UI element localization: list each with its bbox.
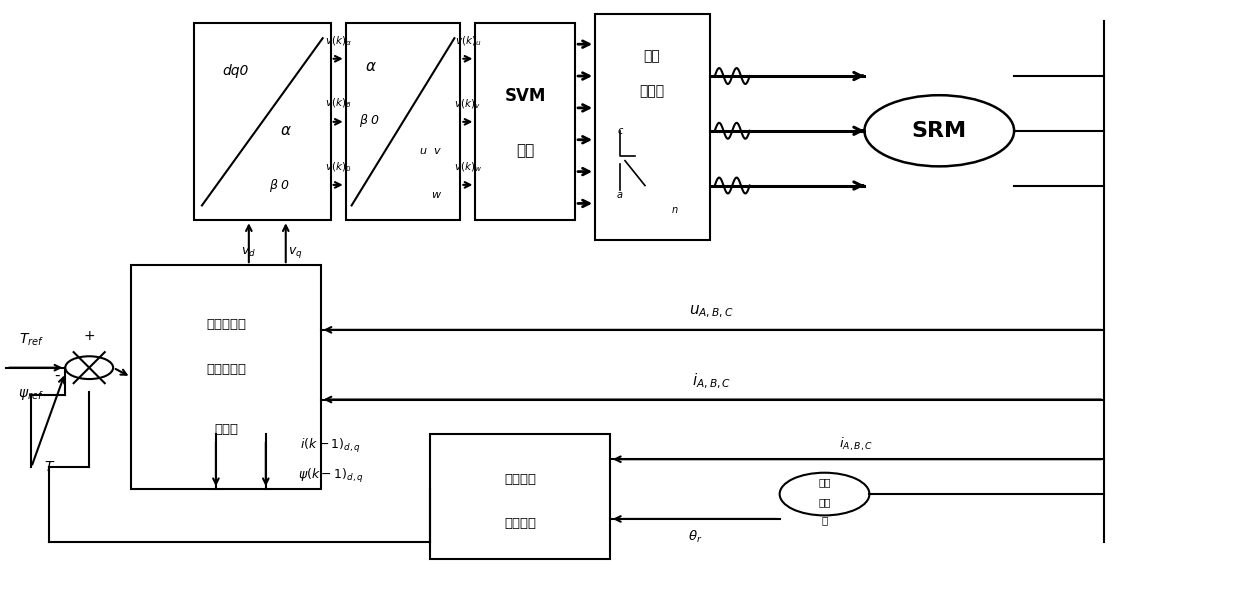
Circle shape bbox=[66, 356, 113, 379]
Text: 器: 器 bbox=[821, 515, 827, 525]
Text: w: w bbox=[430, 190, 440, 200]
Text: dq0: dq0 bbox=[223, 64, 249, 78]
Bar bbox=[131, 265, 321, 489]
Bar bbox=[346, 23, 460, 220]
Text: SRM: SRM bbox=[911, 121, 967, 141]
Circle shape bbox=[780, 473, 869, 515]
Text: $v_q$: $v_q$ bbox=[289, 245, 303, 259]
Text: n: n bbox=[672, 206, 678, 215]
Text: -: - bbox=[55, 368, 60, 383]
Text: +: + bbox=[83, 329, 95, 343]
Circle shape bbox=[864, 95, 1014, 166]
Text: 无差拍直接: 无差拍直接 bbox=[206, 319, 246, 332]
Text: $i_{A,B,C}$: $i_{A,B,C}$ bbox=[692, 372, 732, 391]
Text: 转矩和磁链: 转矩和磁链 bbox=[206, 363, 246, 376]
Text: $i_{A,B,C}$: $i_{A,B,C}$ bbox=[839, 436, 874, 453]
Text: u  v: u v bbox=[420, 146, 440, 155]
Bar bbox=[193, 23, 331, 220]
Text: $\psi_{ref}$: $\psi_{ref}$ bbox=[19, 387, 45, 402]
Text: $T_{ref}$: $T_{ref}$ bbox=[19, 332, 43, 348]
Text: 链观测器: 链观测器 bbox=[505, 518, 536, 530]
Text: 控制器: 控制器 bbox=[213, 423, 238, 436]
Text: 变换器: 变换器 bbox=[640, 84, 665, 98]
Text: 光电: 光电 bbox=[818, 477, 831, 487]
Text: $v_d$: $v_d$ bbox=[242, 246, 257, 259]
Text: $v(k)_\alpha$: $v(k)_\alpha$ bbox=[325, 34, 352, 48]
Text: $u_{A,B,C}$: $u_{A,B,C}$ bbox=[689, 304, 734, 320]
Text: c: c bbox=[618, 126, 622, 136]
Text: $T$: $T$ bbox=[43, 460, 55, 474]
Text: 模块: 模块 bbox=[516, 143, 534, 158]
Text: $v(k)_w$: $v(k)_w$ bbox=[454, 160, 482, 174]
Text: 编码: 编码 bbox=[818, 497, 831, 507]
Text: $v(k)_\beta$: $v(k)_\beta$ bbox=[325, 97, 351, 111]
Text: $i(k-1)_{d,q}$: $i(k-1)_{d,q}$ bbox=[300, 437, 361, 455]
Text: $v(k)_v$: $v(k)_v$ bbox=[455, 97, 481, 111]
Text: $v(k)_0$: $v(k)_0$ bbox=[325, 160, 351, 174]
Text: α: α bbox=[280, 124, 290, 138]
Bar bbox=[475, 23, 575, 220]
Text: α: α bbox=[366, 59, 376, 74]
Bar bbox=[595, 14, 709, 241]
Text: $v(k)_u$: $v(k)_u$ bbox=[455, 34, 481, 48]
Text: $\theta_r$: $\theta_r$ bbox=[688, 529, 702, 545]
Text: β 0: β 0 bbox=[358, 114, 378, 127]
Bar bbox=[430, 434, 610, 558]
Text: SVM: SVM bbox=[505, 87, 546, 105]
Text: 功率: 功率 bbox=[644, 49, 661, 63]
Text: β 0: β 0 bbox=[269, 179, 289, 192]
Text: a: a bbox=[618, 190, 622, 200]
Text: $\psi(k-1)_{d,q}$: $\psi(k-1)_{d,q}$ bbox=[298, 467, 363, 485]
Text: 电流和磁: 电流和磁 bbox=[505, 473, 536, 486]
